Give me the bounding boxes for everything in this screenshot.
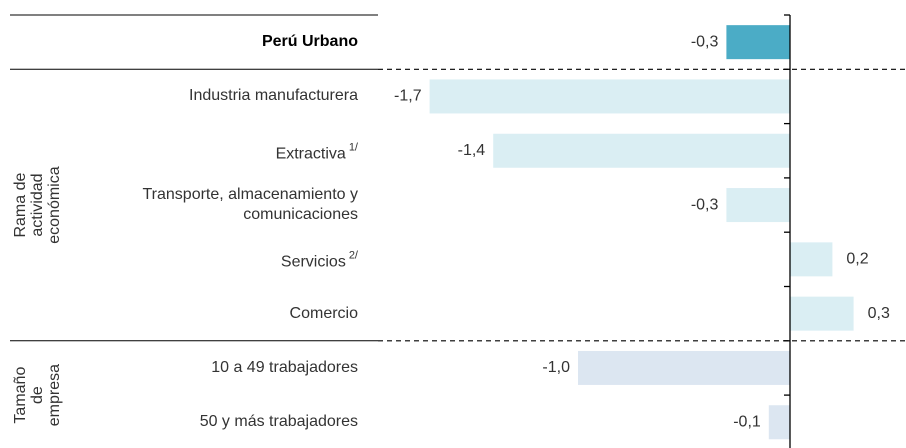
group-label-line: empresa	[46, 364, 63, 426]
category-text: 50 y más trabajadores	[199, 413, 358, 431]
category-label: Industria manufacturera	[118, 86, 358, 106]
category-label: 10 a 49 trabajadores	[118, 358, 358, 378]
bar	[578, 350, 790, 385]
category-text: 10 a 49 trabajadores	[211, 358, 358, 376]
value-label: -0,3	[691, 196, 719, 213]
bar	[493, 133, 790, 168]
value-label: 0,3	[868, 305, 890, 322]
group-label-line: Tamaño	[12, 367, 29, 424]
group-label: Tamañodeempresa	[12, 364, 63, 426]
bar	[790, 296, 854, 331]
value-label: -1,7	[394, 88, 422, 105]
category-label: 50 y más trabajadores	[118, 412, 358, 432]
category-label: Perú Urbano	[118, 32, 358, 52]
bar	[768, 405, 790, 440]
value-label: 0,2	[846, 251, 868, 268]
footnote-mark: 2/	[348, 249, 358, 262]
value-label: -1,0	[542, 359, 570, 376]
category-text: Perú Urbano	[261, 33, 358, 51]
bar	[726, 188, 790, 223]
category-text: Industria manufacturera	[189, 87, 358, 105]
category-text: Servicios	[280, 253, 346, 271]
group-label-line: de	[29, 386, 46, 404]
category-text: Comercio	[289, 304, 358, 322]
value-label: -0,3	[691, 33, 719, 50]
group-label-line: económica	[46, 166, 63, 243]
category-label: Servicios 2/	[118, 246, 358, 273]
bar	[726, 25, 790, 60]
group-label-line: actividad	[29, 173, 46, 236]
bar	[790, 242, 833, 277]
value-label: -1,4	[458, 142, 486, 159]
group-label-line: Rama de	[12, 172, 29, 237]
group-label: Rama deactividadeconómica	[12, 166, 63, 243]
value-label: -0,1	[733, 413, 761, 430]
category-text: Extractiva	[275, 145, 346, 163]
category-label: Transporte, almacenamiento y comunicacio…	[118, 185, 358, 225]
category-label: Comercio	[118, 304, 358, 324]
bar	[429, 79, 790, 114]
category-text: Transporte, almacenamiento y comunicacio…	[142, 186, 358, 224]
footnote-mark: 1/	[348, 141, 358, 154]
category-label: Extractiva 1/	[118, 137, 358, 164]
